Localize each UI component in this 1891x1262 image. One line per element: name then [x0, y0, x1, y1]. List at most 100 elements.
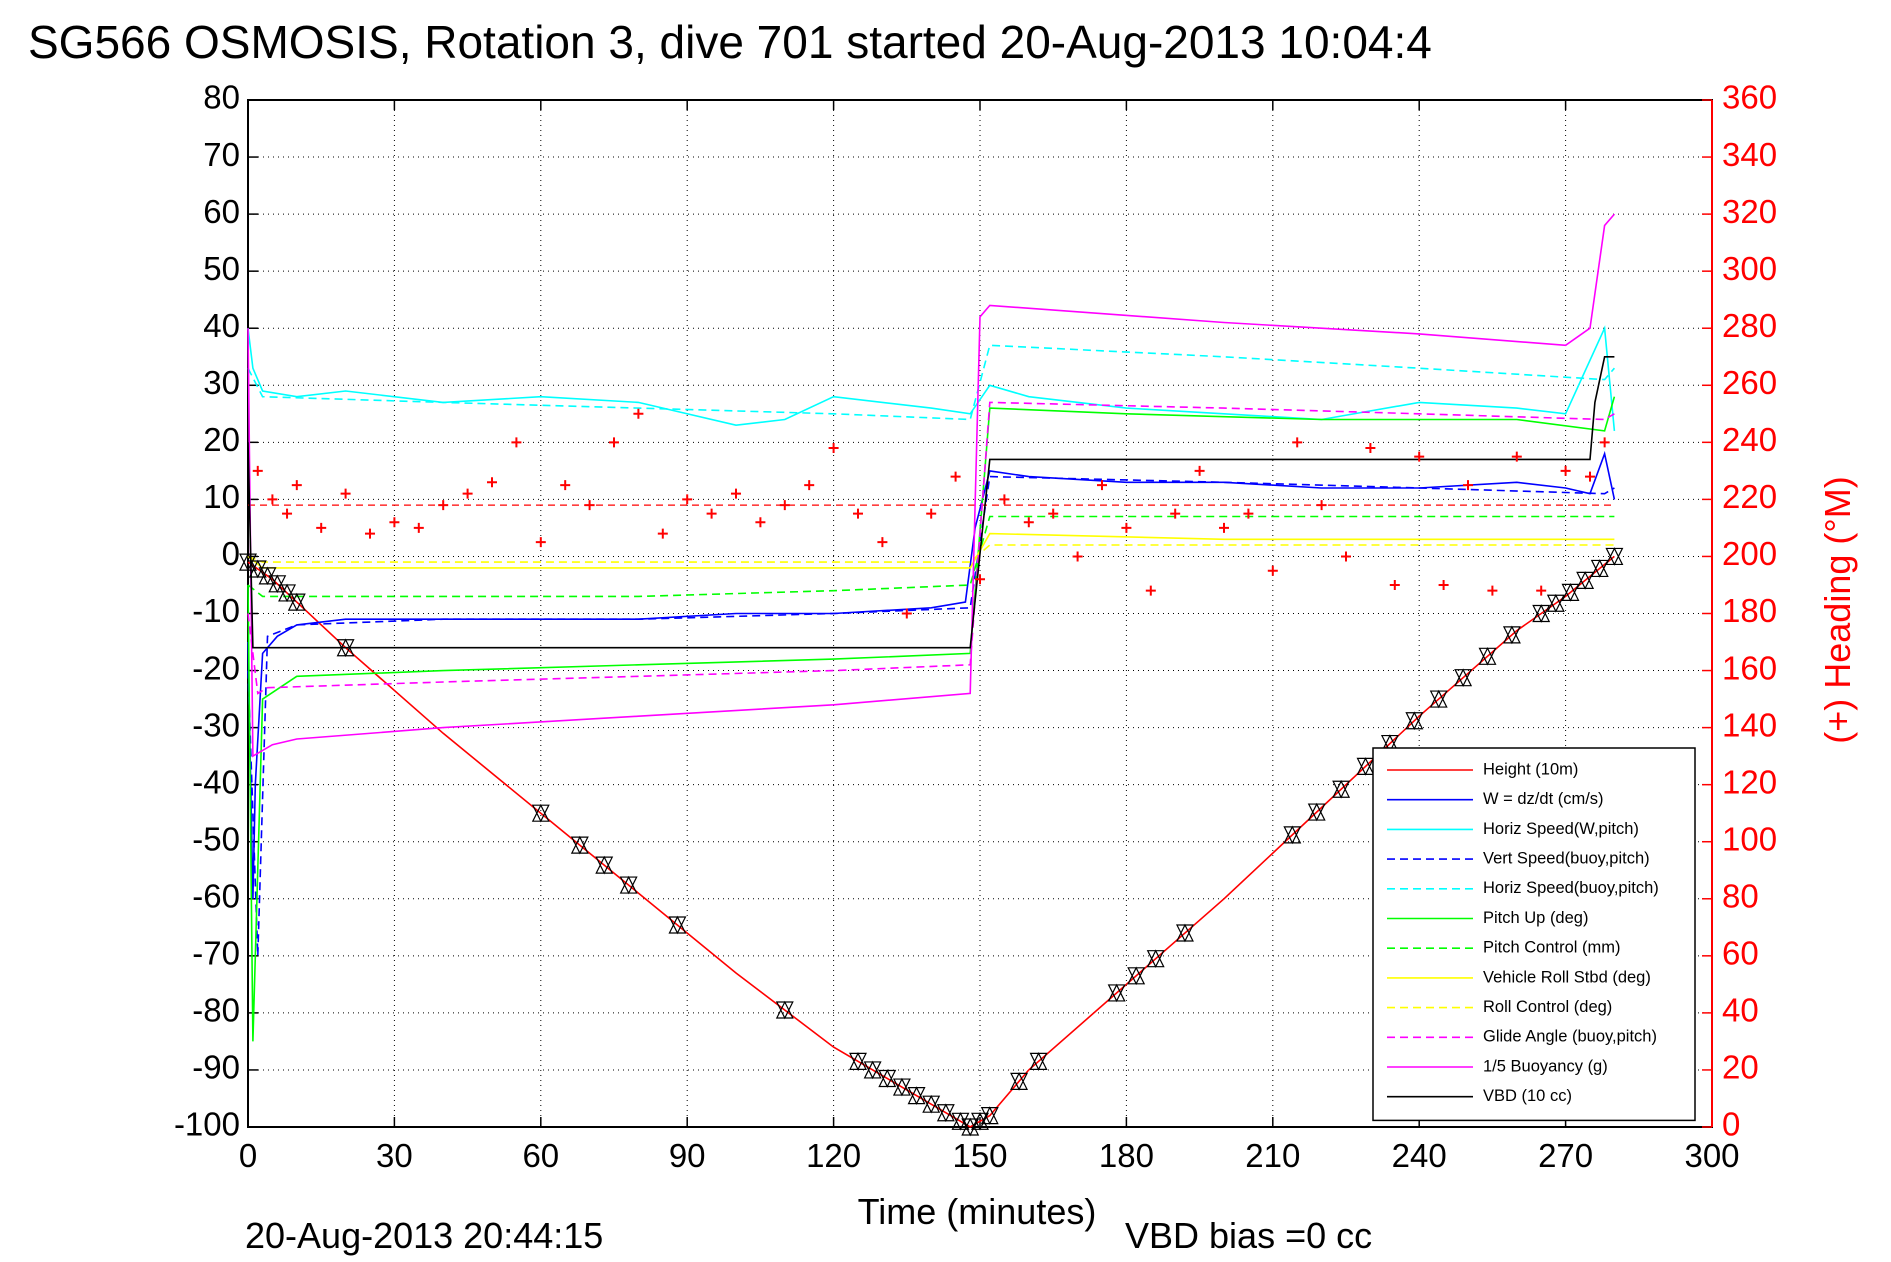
heading-point	[487, 477, 497, 488]
heading-point	[1194, 465, 1205, 476]
legend-entry-label: Vert Speed(buoy,pitch)	[1483, 849, 1650, 867]
footer-timestamp: 20-Aug-2013 20:44:15	[245, 1215, 603, 1256]
height-marker	[248, 559, 267, 579]
legend-box	[1372, 747, 1696, 1122]
height-markers	[239, 547, 1624, 1137]
y-tick-label: -10	[192, 592, 240, 629]
heading-point	[252, 465, 263, 476]
ticks: 0 30 60 90 120 150 180 210 240 270 300807060504030…	[174, 79, 1777, 1174]
heading-point	[316, 522, 327, 533]
series-horiz-speed-w-pitch	[247, 325, 1616, 431]
y-tick-label: -80	[192, 992, 240, 1029]
height-marker	[951, 1111, 970, 1131]
series-pitch-control-mm	[247, 515, 1615, 598]
series-roll-control-deg	[247, 544, 1615, 563]
heading-point	[1599, 437, 1610, 448]
heading-point	[1389, 579, 1400, 590]
heading-point	[438, 500, 449, 511]
y-tick-label: 20	[203, 421, 240, 458]
height-marker	[1429, 689, 1448, 709]
x-tick-label: 240	[1392, 1137, 1447, 1174]
height-marker	[1175, 923, 1194, 943]
height-marker	[863, 1060, 882, 1080]
heading-point	[926, 508, 937, 519]
height-marker	[595, 855, 614, 875]
height-marker	[287, 592, 306, 612]
x-tick-label: 120	[806, 1137, 861, 1174]
heading-point	[1121, 522, 1132, 533]
height-marker	[878, 1069, 897, 1088]
series-vert-speed-buoy-pitch	[247, 475, 1615, 956]
y-tick-label: -20	[192, 649, 240, 686]
y-right-tick-label: 80	[1722, 877, 1759, 914]
height-marker	[1546, 593, 1565, 613]
legend: Height (10m) W = dz/dt (cm/s) Horiz Speed(…	[1372, 747, 1696, 1122]
height-marker	[892, 1077, 911, 1097]
y-tick-label: -40	[192, 763, 240, 800]
heading-point	[1219, 522, 1229, 533]
height-marker	[1127, 966, 1146, 986]
footer-vbd-bias: VBD bias =0 cc	[1125, 1215, 1372, 1256]
heading-point	[731, 488, 741, 499]
height-marker	[1010, 1072, 1029, 1091]
heading-point	[1170, 508, 1181, 519]
legend-entry-label: VBD (10 cc)	[1483, 1087, 1572, 1105]
x-tick-label: 150	[952, 1137, 1007, 1174]
y-right-tick-label: 220	[1722, 478, 1777, 515]
y-tick-label: 40	[203, 307, 240, 344]
y-right-tick-label: 160	[1722, 649, 1777, 686]
height-marker	[1332, 779, 1351, 799]
series-w-dz-dt-cm-s	[247, 450, 1616, 899]
series-vehicle-roll-stbd-deg	[247, 532, 1615, 569]
heading-point	[1316, 500, 1327, 511]
heading-point	[511, 437, 522, 448]
heading-point	[633, 408, 644, 419]
height-marker	[980, 1106, 999, 1125]
heading-point	[560, 480, 571, 491]
height-marker	[1576, 571, 1595, 590]
y-tick-label: 60	[203, 193, 240, 230]
heading-point	[584, 500, 595, 511]
heading-point	[1414, 451, 1425, 462]
height-marker	[1029, 1052, 1048, 1071]
heading-point	[1463, 480, 1473, 491]
y-tick-label: 80	[203, 79, 240, 116]
legend-entry-label: Pitch Control (mm)	[1483, 939, 1621, 957]
height-marker	[531, 803, 550, 823]
y-right-tick-label: 240	[1722, 421, 1777, 458]
height-marker	[936, 1103, 955, 1123]
x-tick-label: 270	[1538, 1137, 1593, 1174]
y-right-tick-label: 100	[1722, 820, 1777, 857]
height-marker	[1307, 802, 1326, 822]
heading-point	[1243, 508, 1254, 519]
chart-title: SG566 OSMOSIS, Rotation 3, dive 701 star…	[28, 16, 1432, 68]
height-marker	[619, 875, 638, 895]
legend-entry-label: Height (10m)	[1483, 760, 1578, 778]
y-right-tick-label: 360	[1722, 79, 1777, 116]
y-tick-label: 70	[203, 136, 240, 173]
x-tick-label: 0	[239, 1137, 257, 1174]
y-tick-label: -30	[192, 706, 240, 743]
y-right-tick-label: 60	[1722, 935, 1759, 972]
legend-entry-label: Pitch Up (deg)	[1483, 909, 1588, 927]
y-tick-label: -50	[192, 820, 240, 857]
y-right-tick-label: 300	[1722, 250, 1777, 287]
y-tick-label: -90	[192, 1049, 240, 1086]
height-marker	[1454, 668, 1473, 688]
height-marker	[1532, 604, 1551, 623]
y-axis-label-right: (+) Heading (°M)	[1817, 476, 1858, 743]
x-tick-label: 30	[376, 1137, 413, 1174]
heading-point	[267, 494, 278, 505]
heading-point	[291, 480, 302, 491]
height-marker	[849, 1052, 867, 1071]
y-right-tick-label: 280	[1722, 307, 1777, 344]
heading-point	[462, 488, 473, 499]
heading-point	[853, 508, 863, 519]
height-marker	[1405, 711, 1424, 731]
heading-point	[1023, 517, 1034, 528]
heading-point	[1267, 565, 1278, 576]
x-axis-label: Time (minutes)	[858, 1191, 1097, 1232]
y-tick-label: 30	[203, 364, 240, 401]
y-right-tick-label: 260	[1722, 364, 1777, 401]
height-marker	[1356, 757, 1375, 776]
